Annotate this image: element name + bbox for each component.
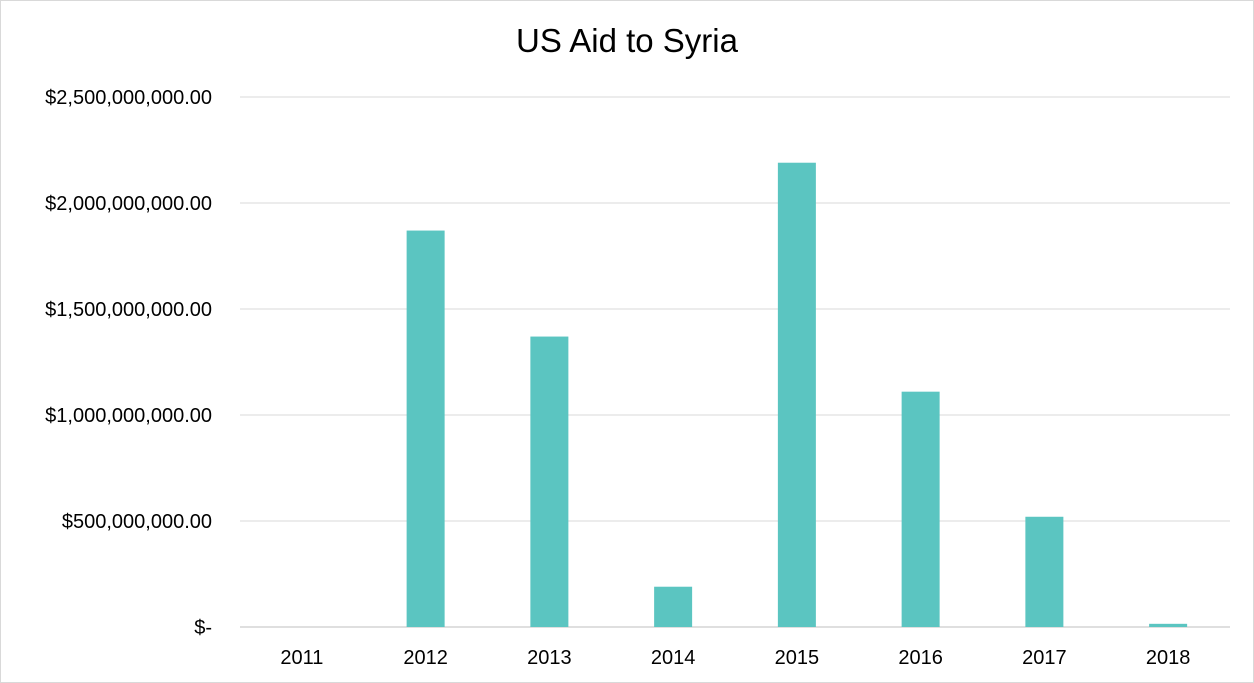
x-tick-label: 2017 xyxy=(1022,647,1067,669)
x-tick-label: 2016 xyxy=(898,647,943,669)
y-tick-label: $- xyxy=(194,617,212,639)
x-tick-label: 2013 xyxy=(527,647,572,669)
bar-2014 xyxy=(654,586,693,627)
bar-2015 xyxy=(777,162,816,627)
y-tick-label: $1,500,000,000.00 xyxy=(45,299,212,321)
bar-2018 xyxy=(1149,623,1188,627)
x-tick-label: 2015 xyxy=(775,647,820,669)
chart-title: US Aid to Syria xyxy=(516,22,738,59)
x-tick-label: 2011 xyxy=(280,647,323,669)
y-tick-label: $2,000,000,000.00 xyxy=(45,193,212,215)
bar-2016 xyxy=(901,391,940,627)
x-tick-label: 2014 xyxy=(651,647,696,669)
y-tick-label: $500,000,000.00 xyxy=(62,511,212,533)
y-tick-label: $1,000,000,000.00 xyxy=(45,405,212,427)
y-tick-label: $2,500,000,000.00 xyxy=(45,87,212,109)
x-tick-label: 2012 xyxy=(403,647,448,669)
x-tick-label: 2018 xyxy=(1146,647,1191,669)
bar-2017 xyxy=(1025,516,1064,627)
bar-2013 xyxy=(530,336,569,627)
bar-2012 xyxy=(406,230,445,627)
